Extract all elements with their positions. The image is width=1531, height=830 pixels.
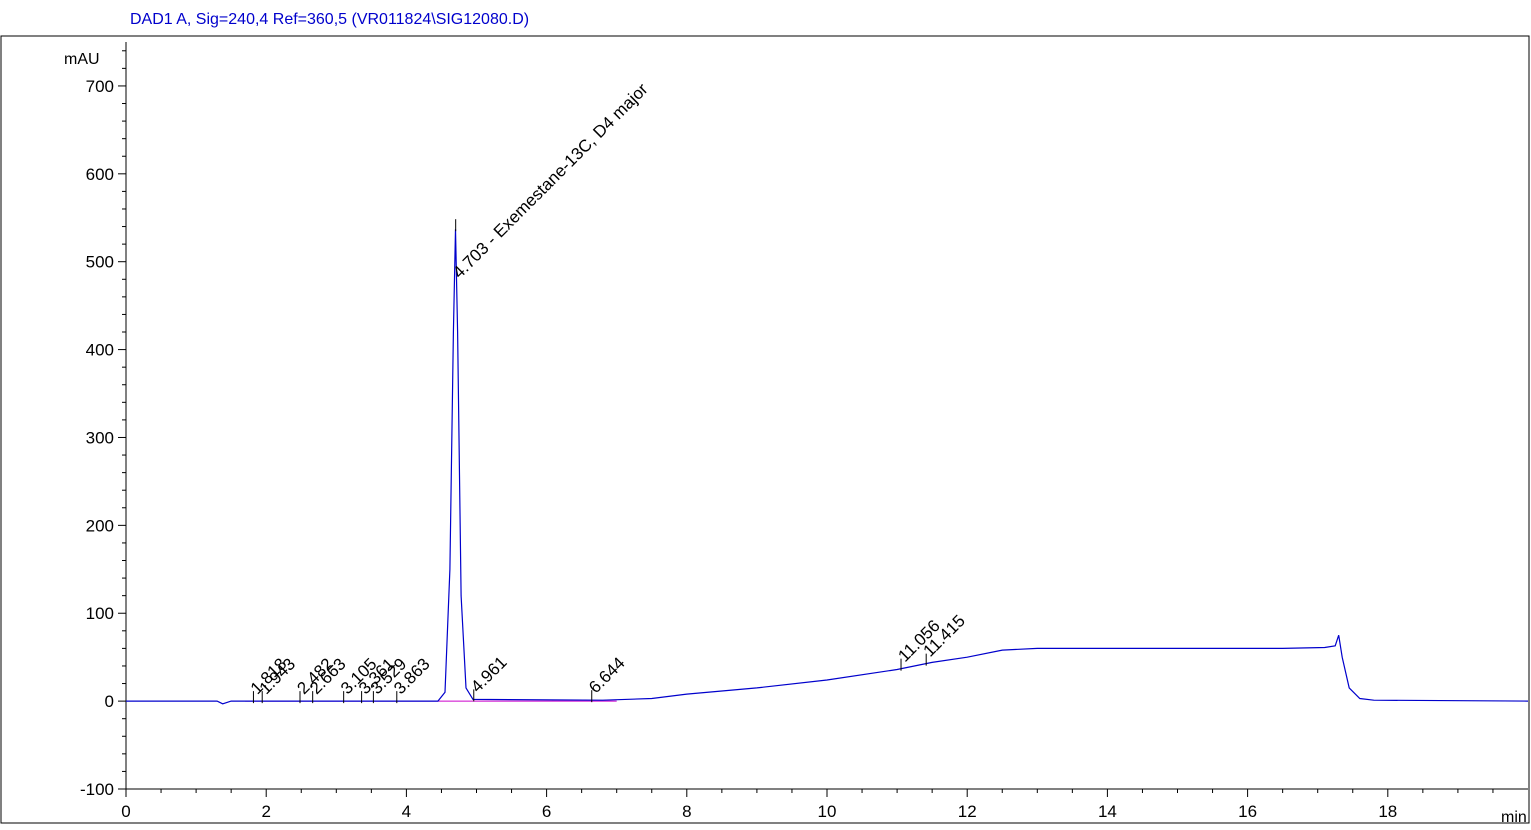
y-tick-label: 100: [86, 604, 114, 623]
x-tick-label: 4: [402, 802, 411, 821]
plot-layer: -100 0 100 200 300 400 500 600 700 0 2 4 6 8 10 12 14 16 1…: [0, 35, 1530, 824]
peak-label: 4.703 - Exemestane-13C, D4 major: [449, 79, 652, 282]
x-tick-label: 12: [958, 802, 977, 821]
y-tick-label: 700: [86, 77, 114, 96]
chart-title: DAD1 A, Sig=240,4 Ref=360,5 (VR011824\SI…: [130, 11, 529, 28]
y-tick-label: 400: [86, 341, 114, 360]
chart-frame: [0, 35, 1530, 824]
x-axis-label: min: [1501, 809, 1527, 825]
y-axis-label: mAU: [64, 51, 100, 68]
peak-label: 4.961: [467, 653, 511, 697]
chromatogram-trace: [126, 229, 1529, 705]
x-tick-label: 8: [682, 802, 691, 821]
y-tick-label: 300: [86, 428, 114, 447]
x-tick-label: 14: [1098, 802, 1117, 821]
y-tick-label: -100: [80, 780, 114, 799]
y-tick-label: 500: [86, 253, 114, 272]
x-tick-label: 16: [1238, 802, 1257, 821]
x-tick-label: 10: [818, 802, 837, 821]
peak-label: 6.644: [585, 653, 629, 697]
x-tick-label: 6: [542, 802, 551, 821]
x-tick-label: 0: [121, 802, 130, 821]
y-tick-label: 200: [86, 516, 114, 535]
y-tick-label: 0: [105, 692, 114, 711]
x-tick-label: 2: [261, 802, 270, 821]
y-tick-label: 600: [86, 165, 114, 184]
x-tick-label: 18: [1378, 802, 1397, 821]
